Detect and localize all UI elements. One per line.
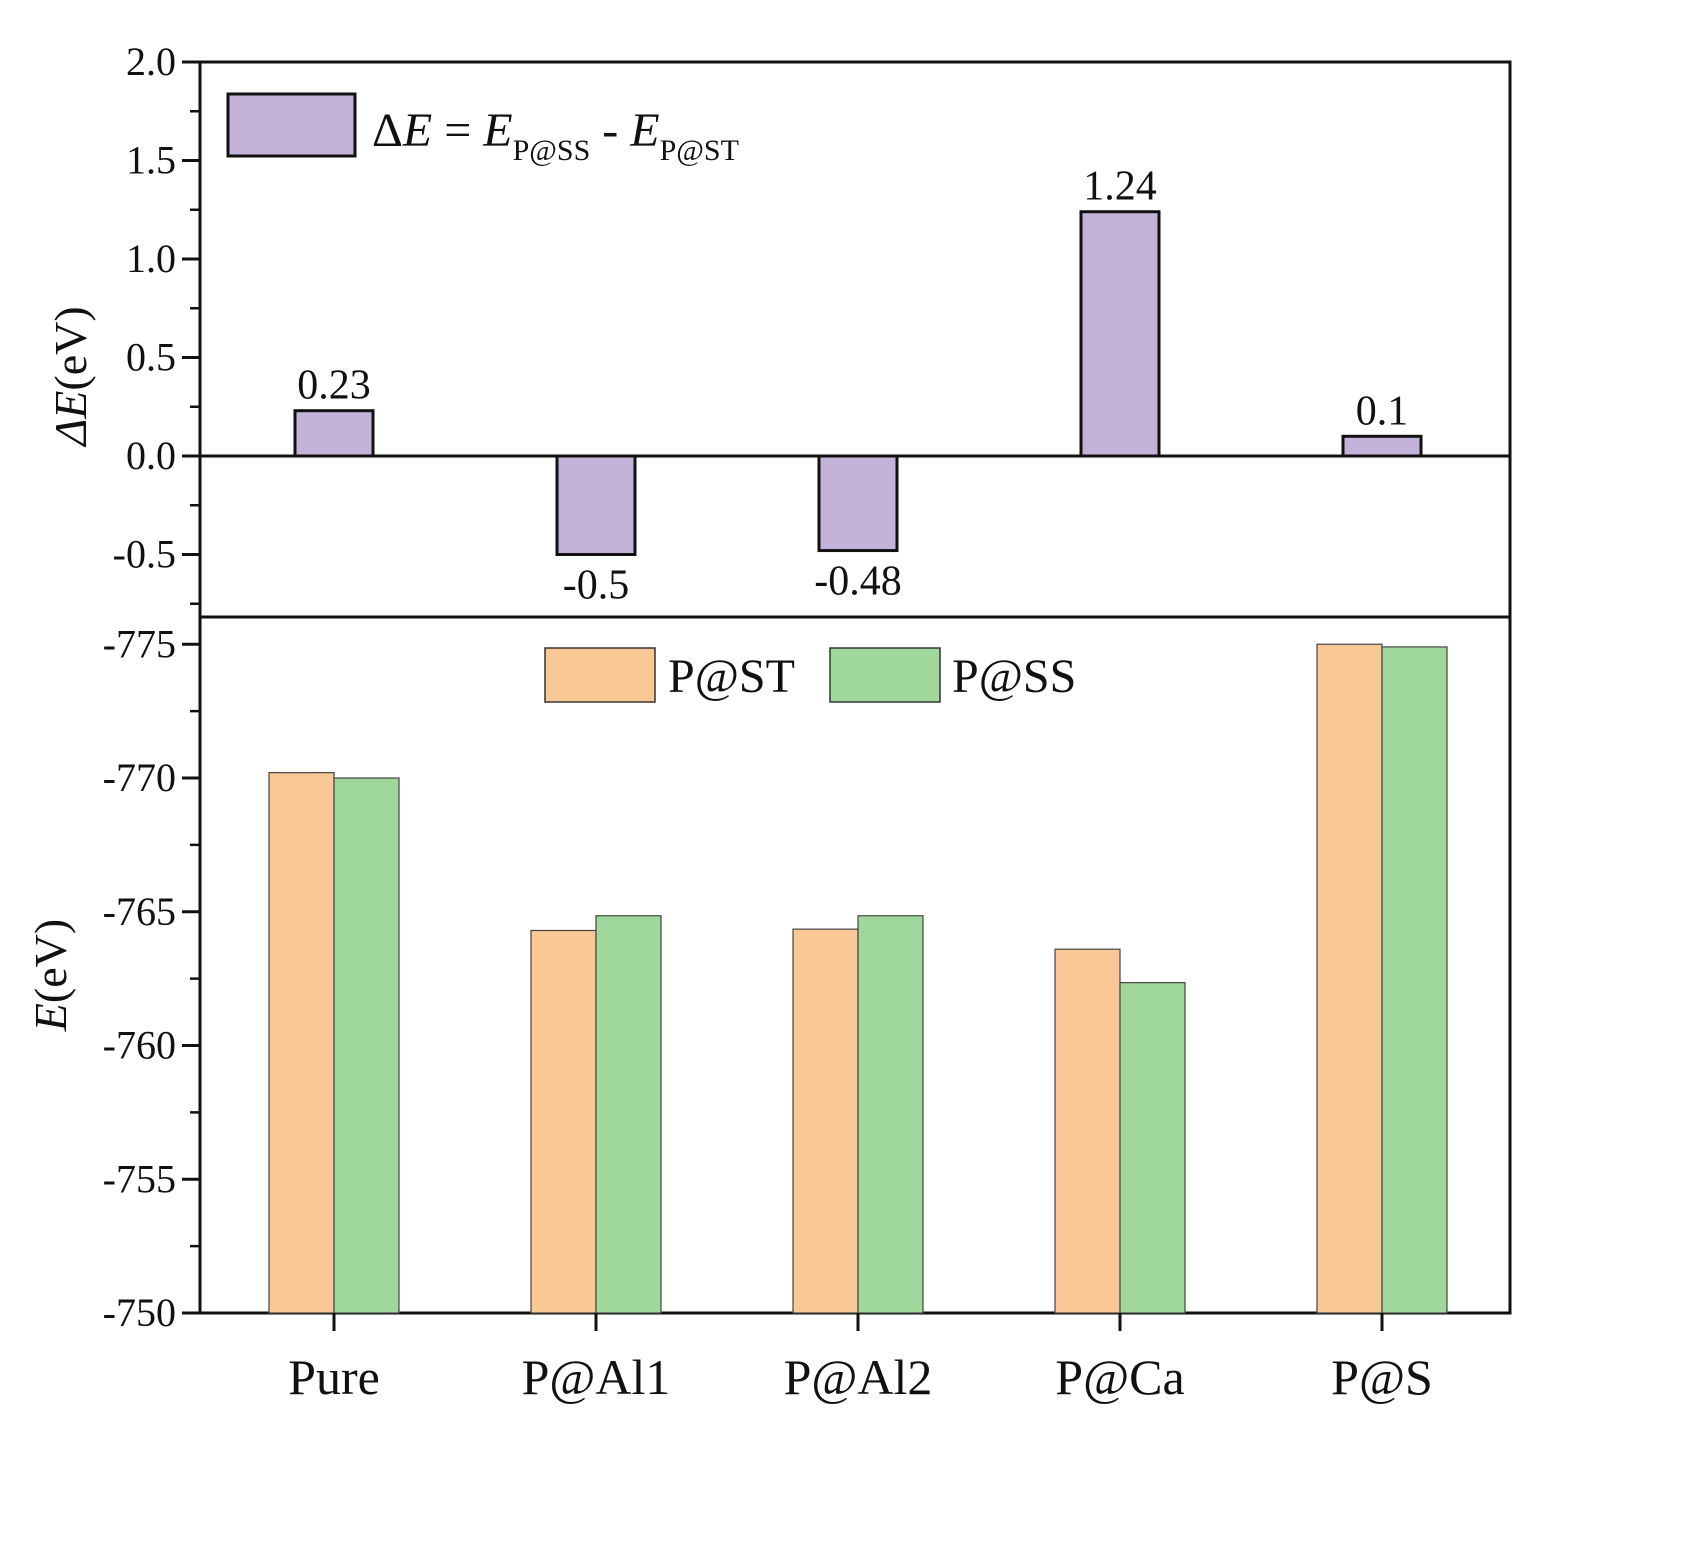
bottom-bars [268,643,1448,1314]
bottom-legend: P@ST P@SS [544,647,1076,703]
energy-bar-p-at-st-p-at-al1 [530,929,597,1314]
top-tick-label: 2.0 [126,39,176,84]
bottom-tick-label: -770 [103,755,176,800]
x-category-label: P@S [1331,1349,1433,1405]
bottom-tick-label: -750 [103,1290,176,1335]
delta-e-bar-pure [293,409,375,458]
top-y-ticks: 2.0 1.5 1.0 0.5 0.0 -0.5 [113,39,200,605]
x-category-label: P@Ca [1055,1349,1184,1405]
delta-e-bar-p-at-s [1341,434,1423,458]
energy-bar-p-at-ss-pure [333,777,400,1314]
energy-bar-p-at-st-p-at-s [1316,643,1383,1314]
bottom-tick-label: -760 [103,1023,176,1068]
top-data-labels: 0.23 -0.5 -0.48 1.24 0.1 [297,164,1408,609]
delta-e-bar-p-at-al1 [555,454,637,556]
top-tick-label: 1.5 [126,138,176,183]
delta-e-data-label: 0.1 [1356,388,1409,434]
legend-swatch-p-ss [829,647,941,703]
legend-label-p-ss: P@SS [952,650,1076,703]
top-tick-label: 1.0 [126,236,176,281]
delta-e-data-label: 1.24 [1083,164,1157,210]
energy-bar-p-at-ss-p-at-al2 [857,915,924,1314]
energy-bar-p-at-ss-p-at-s [1381,646,1448,1314]
top-y-axis-title: ΔE(eV) [45,306,96,447]
bottom-tick-label: -765 [103,889,176,934]
bottom-panel: -775-770-765-760-755-750 Pure P@Al1 P@Al2 P… [25,615,1512,1405]
delta-e-data-label: -0.48 [814,559,902,605]
legend-swatch-p-st [544,647,656,703]
bottom-tick-label: -775 [103,621,176,666]
delta-e-data-label: -0.5 [563,563,630,609]
energy-bar-p-at-st-p-at-al2 [792,928,859,1314]
delta-e-bar-p-at-al2 [817,454,899,553]
delta-e-bar-p-at-ca [1079,210,1161,458]
bottom-y-axis-title: E(eV) [25,919,76,1032]
top-tick-label: 0.5 [126,335,176,380]
energy-bar-p-at-ss-p-at-ca [1119,982,1186,1314]
x-category-label: P@Al2 [784,1349,933,1405]
x-category-label: Pure [288,1349,380,1405]
top-tick-label: 0.0 [126,433,176,478]
energy-bar-p-at-st-p-at-ca [1054,948,1121,1314]
top-bars [293,210,1423,556]
bottom-tick-label: -755 [103,1156,176,1201]
top-legend-swatch [226,92,357,158]
bottom-y-ticks: -775 -770 -765 -760 -755 -750 [103,621,200,1335]
top-legend-text: ΔE = EP@SS - EP@ST [372,104,739,167]
top-legend: ΔE = EP@SS - EP@ST [226,92,739,167]
top-tick-label: -0.5 [113,532,176,577]
legend-label-p-st: P@ST [668,650,795,703]
top-panel: 2.0 1.5 1.0 0.5 0.0 -0.5 0.23 -0.5 -0.48 1.24 0.1… [45,39,1512,619]
bottom-x-ticks: Pure P@Al1 P@Al2 P@Ca P@S [288,1313,1433,1405]
energy-bar-p-at-st-pure [268,772,335,1314]
energy-bar-p-at-ss-p-at-al1 [595,915,662,1314]
delta-e-data-label: 0.23 [297,363,371,409]
x-category-label: P@Al1 [522,1349,671,1405]
